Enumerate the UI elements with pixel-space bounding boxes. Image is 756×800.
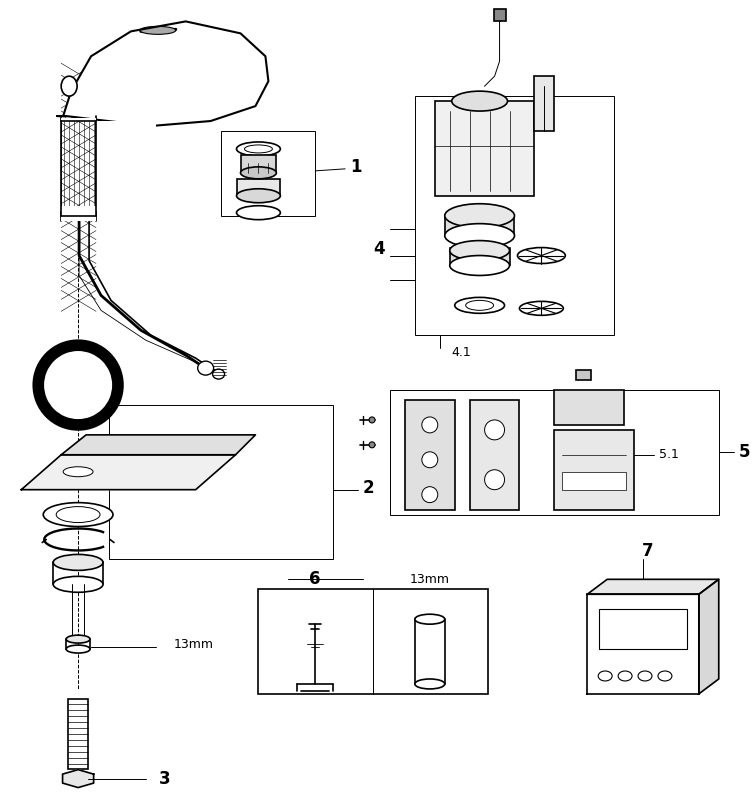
Ellipse shape (369, 417, 375, 423)
Ellipse shape (64, 466, 93, 477)
Text: 7: 7 (642, 542, 654, 561)
Ellipse shape (415, 679, 445, 689)
Ellipse shape (445, 204, 515, 228)
Ellipse shape (56, 506, 100, 522)
Text: 6: 6 (309, 570, 321, 588)
Bar (61, 206, 96, 221)
Text: 4: 4 (373, 239, 385, 258)
Ellipse shape (454, 298, 504, 314)
Bar (240, 155, 277, 173)
Text: 13mm: 13mm (174, 638, 214, 650)
Ellipse shape (237, 142, 280, 156)
Bar (445, 216, 515, 236)
Ellipse shape (450, 241, 510, 261)
Bar (68, 699, 88, 769)
Bar (109, 405, 333, 559)
Wedge shape (33, 340, 123, 430)
Text: 3: 3 (159, 770, 170, 788)
Bar (435, 101, 534, 196)
Ellipse shape (240, 167, 277, 179)
Ellipse shape (140, 26, 175, 34)
Polygon shape (699, 579, 719, 694)
Ellipse shape (638, 671, 652, 681)
Ellipse shape (422, 417, 438, 433)
Bar (259, 590, 488, 694)
Ellipse shape (237, 206, 280, 220)
Ellipse shape (518, 247, 565, 263)
Ellipse shape (485, 470, 504, 490)
Ellipse shape (450, 255, 510, 275)
Ellipse shape (618, 671, 632, 681)
Ellipse shape (369, 442, 375, 448)
Bar (600, 610, 687, 649)
Ellipse shape (61, 76, 77, 96)
Ellipse shape (658, 671, 672, 681)
Ellipse shape (43, 502, 113, 526)
Bar (221, 131, 315, 216)
Bar (2, 121, 61, 210)
Text: 2: 2 (363, 478, 375, 497)
Bar (61, 118, 96, 121)
Ellipse shape (43, 350, 113, 420)
Polygon shape (587, 594, 699, 694)
Ellipse shape (53, 554, 103, 570)
Ellipse shape (598, 671, 612, 681)
Ellipse shape (519, 302, 563, 315)
Ellipse shape (452, 91, 507, 111)
Ellipse shape (415, 614, 445, 624)
Ellipse shape (485, 420, 504, 440)
Ellipse shape (67, 635, 90, 643)
Ellipse shape (466, 300, 494, 310)
Bar (576, 370, 591, 380)
Text: 5.1: 5.1 (659, 448, 679, 462)
Ellipse shape (53, 576, 103, 592)
Ellipse shape (67, 645, 90, 653)
Bar (96, 121, 156, 210)
Ellipse shape (237, 189, 280, 202)
Polygon shape (57, 22, 268, 126)
Ellipse shape (197, 361, 214, 375)
Text: 13mm: 13mm (410, 573, 450, 586)
Bar (450, 247, 510, 266)
Polygon shape (587, 579, 719, 594)
Text: 4.1: 4.1 (452, 346, 472, 358)
Ellipse shape (212, 369, 225, 379)
Ellipse shape (422, 452, 438, 468)
Ellipse shape (445, 224, 515, 247)
Bar (405, 400, 454, 510)
Bar (494, 10, 506, 22)
Ellipse shape (244, 145, 272, 153)
Text: 5: 5 (739, 443, 750, 461)
Bar (562, 472, 626, 490)
Text: 1: 1 (350, 158, 361, 176)
Polygon shape (61, 435, 256, 454)
Bar (469, 400, 519, 510)
Polygon shape (63, 770, 94, 787)
Bar (415, 96, 614, 335)
Bar (554, 430, 634, 510)
Bar (237, 179, 280, 196)
Polygon shape (21, 454, 236, 490)
Bar (390, 390, 719, 514)
Ellipse shape (422, 486, 438, 502)
Bar (554, 390, 624, 425)
Bar (534, 76, 554, 131)
